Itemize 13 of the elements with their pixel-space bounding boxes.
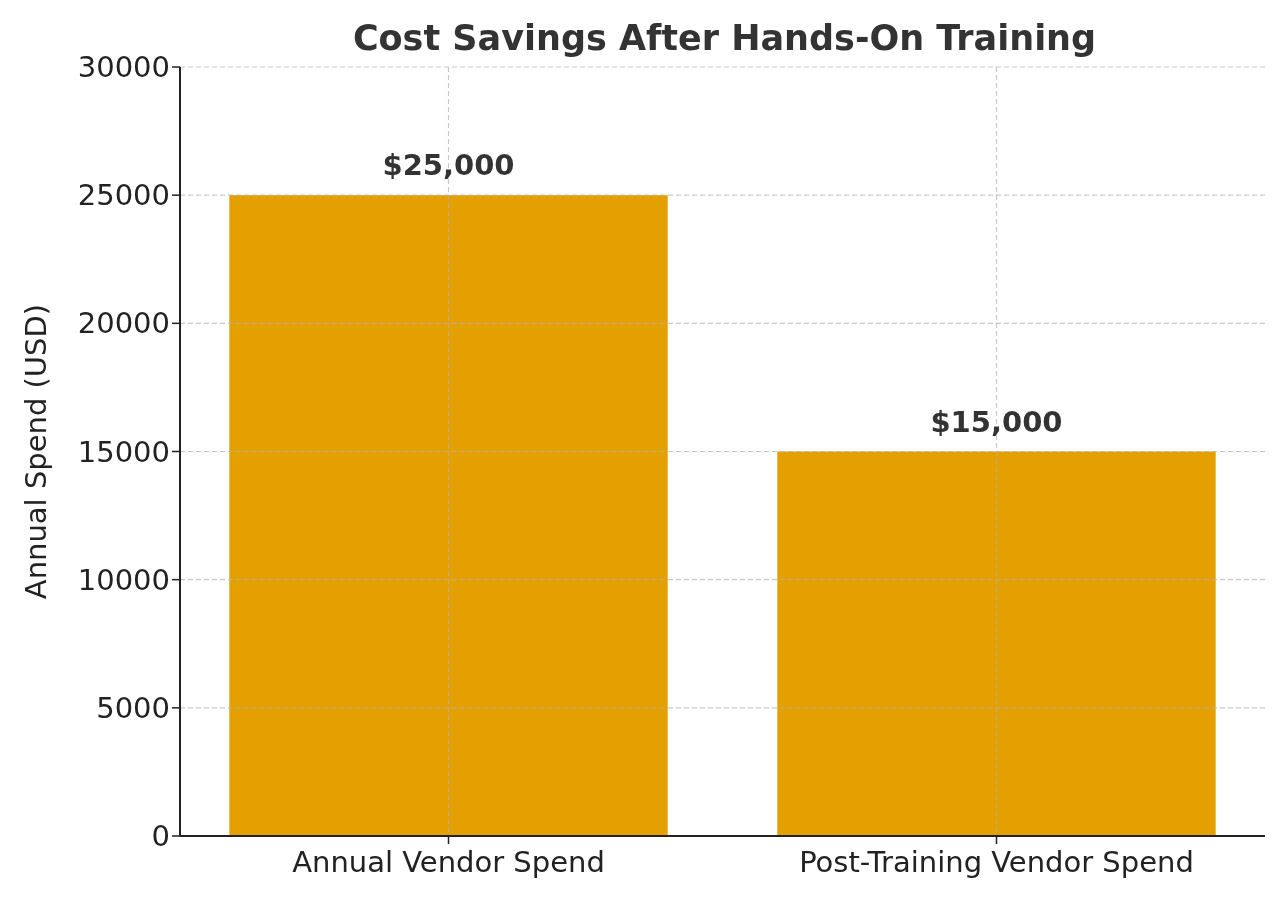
- x-tick-label: Annual Vendor Spend: [292, 845, 605, 879]
- y-tick-label: 20000: [77, 306, 170, 341]
- data-label: $15,000: [930, 404, 1063, 439]
- y-tick-label: 10000: [77, 562, 170, 597]
- x-tick-label: Post-Training Vendor Spend: [799, 845, 1194, 879]
- data-label: $25,000: [382, 148, 515, 183]
- chart-title: Cost Savings After Hands-On Training: [352, 18, 1097, 58]
- y-tick-label: 15000: [77, 434, 170, 469]
- y-tick-label: 0: [151, 819, 170, 854]
- y-axis-title: Annual Spend (USD): [19, 303, 53, 600]
- y-tick-label: 5000: [96, 690, 170, 725]
- y-tick-label: 30000: [77, 50, 170, 85]
- y-tick-label: 25000: [77, 178, 170, 213]
